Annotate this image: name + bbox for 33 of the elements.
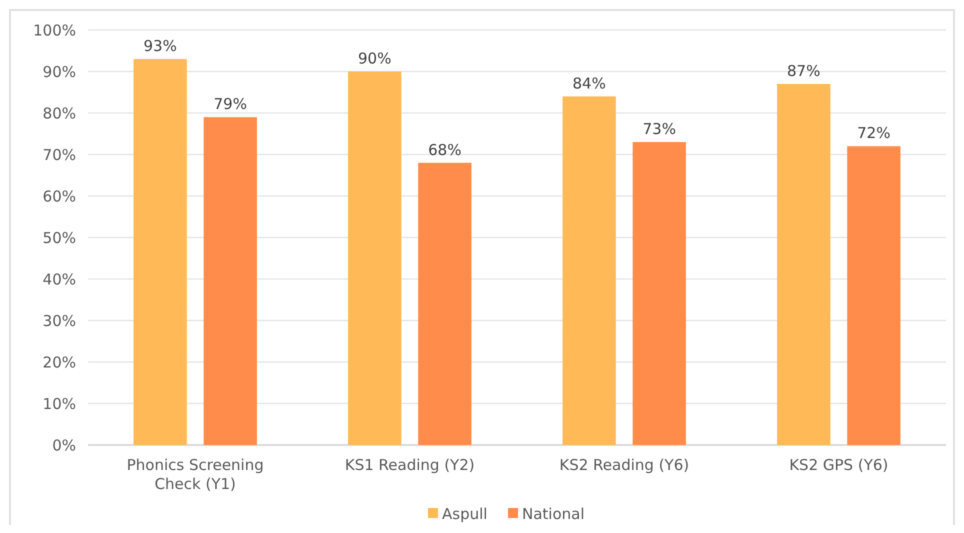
data-label: 73%	[642, 120, 676, 138]
legend-label: National	[522, 505, 585, 523]
y-tick-label: 0%	[52, 436, 76, 454]
x-tick-label: KS2 Reading (Y6)	[559, 456, 690, 474]
y-tick-label: 20%	[42, 353, 76, 372]
legend-label: Aspull	[442, 505, 488, 523]
x-tick-label: KS2 GPS (Y6)	[789, 456, 888, 474]
bar	[204, 117, 257, 445]
bar	[777, 84, 830, 445]
y-tick-label: 100%	[33, 21, 76, 40]
data-label: 72%	[857, 124, 890, 142]
bar	[847, 146, 900, 445]
x-tick-label: Phonics Screening Check (Y1)	[126, 456, 264, 493]
y-tick-label: 50%	[42, 228, 76, 247]
y-tick-label: 70%	[42, 146, 76, 164]
y-tick-label: 80%	[42, 104, 76, 122]
y-tick-label: 10%	[42, 394, 76, 413]
data-label: 79%	[214, 95, 247, 114]
data-label: 87%	[787, 62, 820, 80]
data-label: 84%	[572, 74, 606, 92]
x-tick-label: KS1 Reading (Y2)	[344, 456, 475, 474]
bar	[134, 59, 187, 445]
bar	[562, 96, 616, 445]
data-label: 68%	[428, 140, 462, 159]
data-label: 93%	[144, 37, 177, 56]
bar	[632, 142, 686, 445]
y-tick-label: 90%	[42, 62, 76, 81]
bar	[348, 72, 402, 445]
y-tick-label: 30%	[42, 312, 76, 330]
y-tick-label: 40%	[42, 270, 76, 288]
data-label: 90%	[358, 50, 392, 68]
bar	[418, 162, 472, 445]
y-tick-label: 60%	[42, 187, 76, 206]
